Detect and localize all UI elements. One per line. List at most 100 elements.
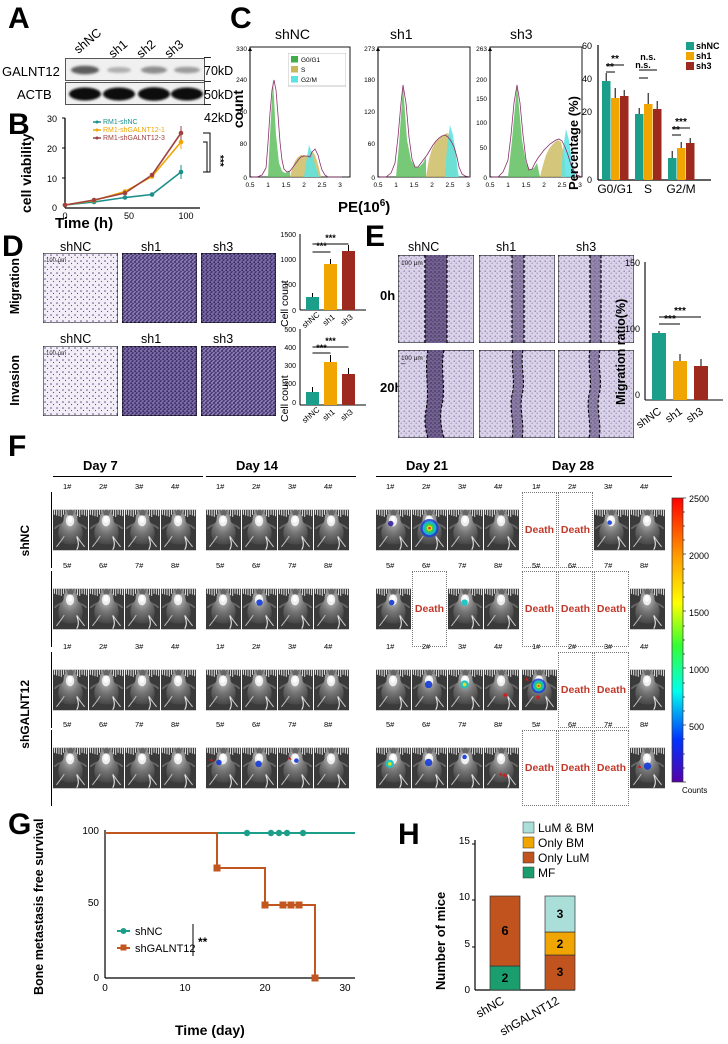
svg-text:20: 20	[582, 107, 592, 117]
svg-text:100: 100	[476, 120, 487, 127]
svg-text:2: 2	[502, 971, 509, 985]
svg-text:500: 500	[284, 282, 296, 289]
svg-text:0: 0	[464, 985, 470, 996]
svg-text:***: ***	[316, 241, 327, 251]
svg-text:G0/G1: G0/G1	[301, 57, 321, 64]
svg-text:30: 30	[339, 983, 351, 994]
svg-text:1: 1	[266, 182, 270, 189]
svg-text:120: 120	[364, 109, 375, 116]
svg-text:100: 100	[82, 826, 99, 837]
svg-text:50: 50	[480, 145, 488, 152]
svg-text:1.5: 1.5	[409, 182, 418, 189]
svg-text:sh1: sh1	[663, 406, 684, 426]
svg-text:20: 20	[259, 983, 271, 994]
svg-text:Only BM: Only BM	[538, 836, 584, 850]
svg-text:2000: 2000	[689, 551, 709, 561]
svg-text:shNC: shNC	[696, 41, 720, 51]
svg-text:–: –	[401, 359, 406, 368]
svg-text:sh3: sh3	[339, 312, 355, 328]
svg-text:60: 60	[582, 41, 592, 51]
svg-text:Counts: Counts	[682, 786, 707, 795]
svg-text:S: S	[301, 67, 306, 74]
svg-text:***: ***	[214, 155, 225, 167]
svg-text:273: 273	[364, 46, 375, 53]
svg-text:**: **	[672, 125, 680, 136]
svg-text:30: 30	[47, 114, 57, 124]
svg-text:2.5: 2.5	[445, 182, 454, 189]
svg-text:**: **	[606, 62, 614, 73]
svg-text:Percentage (%): Percentage (%)	[566, 96, 581, 190]
svg-text:100 µm: 100 µm	[401, 260, 423, 267]
svg-text:***: ***	[325, 233, 336, 243]
svg-text:sh1: sh1	[321, 312, 337, 328]
svg-text:sh1: sh1	[696, 51, 712, 61]
svg-text:RM1-shGALNT12-3: RM1-shGALNT12-3	[103, 135, 165, 142]
svg-text:150: 150	[476, 96, 487, 103]
svg-text:150: 150	[625, 258, 640, 268]
svg-text:***: ***	[316, 343, 327, 353]
svg-text:shGALNT12: shGALNT12	[135, 943, 196, 955]
svg-text:20: 20	[47, 144, 57, 154]
svg-text:0: 0	[483, 175, 487, 182]
svg-text:1.5: 1.5	[281, 182, 290, 189]
svg-text:shNC: shNC	[135, 926, 163, 938]
svg-text:MF: MF	[538, 866, 555, 880]
svg-text:***: ***	[664, 314, 676, 325]
svg-text:Number of mice: Number of mice	[433, 892, 448, 990]
svg-text:G2/M: G2/M	[666, 182, 695, 196]
svg-text:6: 6	[501, 923, 508, 938]
svg-text:0.5: 0.5	[373, 182, 382, 189]
svg-text:sh3: sh3	[684, 406, 705, 426]
svg-text:5: 5	[464, 939, 470, 950]
svg-text:2.5: 2.5	[317, 182, 326, 189]
svg-text:10: 10	[459, 892, 471, 903]
svg-text:n.s.: n.s.	[635, 60, 651, 70]
svg-text:0.5: 0.5	[485, 182, 494, 189]
svg-text:sh1: sh1	[321, 407, 337, 423]
svg-text:sh3: sh3	[696, 61, 712, 71]
svg-text:10: 10	[179, 983, 191, 994]
svg-text:shNC: shNC	[634, 406, 663, 432]
svg-text:2: 2	[557, 937, 564, 951]
svg-text:2500: 2500	[689, 494, 709, 504]
svg-text:100 µm: 100 µm	[46, 351, 66, 357]
svg-text:0: 0	[243, 175, 247, 182]
svg-text:G0/G1: G0/G1	[597, 182, 633, 196]
svg-text:1500: 1500	[280, 232, 296, 239]
svg-text:2: 2	[302, 182, 306, 189]
svg-text:15: 15	[459, 836, 471, 847]
svg-text:50: 50	[88, 898, 100, 909]
svg-text:80: 80	[240, 141, 248, 148]
svg-text:Migration ratio(%): Migration ratio(%)	[614, 299, 628, 405]
svg-text:0: 0	[292, 308, 296, 315]
svg-text:240: 240	[236, 77, 247, 84]
svg-text:100: 100	[625, 324, 640, 334]
svg-text:2: 2	[430, 182, 434, 189]
svg-text:1.5: 1.5	[521, 182, 530, 189]
svg-text:1500: 1500	[689, 608, 709, 618]
svg-text:0: 0	[102, 983, 108, 994]
svg-text:500: 500	[284, 327, 296, 334]
svg-text:100: 100	[178, 211, 193, 221]
svg-text:400: 400	[284, 345, 296, 352]
svg-text:S: S	[644, 182, 652, 196]
svg-text:sh3: sh3	[339, 407, 355, 423]
svg-text:shNC: shNC	[300, 405, 321, 425]
svg-text:200: 200	[284, 381, 296, 388]
svg-text:300: 300	[284, 363, 296, 370]
svg-text:50: 50	[124, 211, 134, 221]
svg-text:263: 263	[476, 46, 487, 53]
svg-text:500: 500	[689, 722, 704, 732]
svg-text:3: 3	[557, 907, 564, 921]
svg-text:1: 1	[394, 182, 398, 189]
svg-text:200: 200	[476, 77, 487, 84]
svg-text:0: 0	[587, 175, 592, 185]
svg-text:shGALNT12: shGALNT12	[497, 993, 561, 1038]
svg-text:3: 3	[338, 182, 342, 189]
svg-text:40: 40	[582, 74, 592, 84]
svg-text:0.5: 0.5	[245, 182, 254, 189]
svg-text:0: 0	[93, 973, 99, 984]
svg-text:1000: 1000	[280, 257, 296, 264]
svg-text:100 µm: 100 µm	[46, 258, 66, 264]
svg-text:2: 2	[542, 182, 546, 189]
